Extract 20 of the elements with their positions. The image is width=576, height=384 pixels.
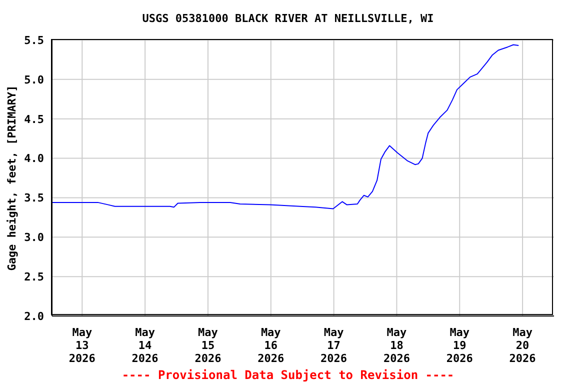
text: ---- Provisional Data Subject to Revision ---- (120, 368, 456, 382)
line-series (52, 44, 520, 210)
x-tick-label: May 20 2026 (509, 326, 536, 365)
x-tick-label: May 13 2026 (68, 326, 96, 365)
y-tick-label: 2.5 (24, 270, 44, 284)
x-tick-label: May 15 2026 (194, 326, 222, 365)
y-axis-title: Gage height, feet, [PRIMARY] (6, 85, 18, 271)
chart-title: USGS 05381000 BLACK RIVER AT NEILLSVILLE, WI (141, 12, 435, 25)
x-tick-label: May 18 2026 (383, 326, 410, 365)
y-tick-label: 3.5 (24, 192, 44, 205)
y-tick-label: 5.0 (24, 73, 44, 86)
y-tick-label: 3.0 (24, 231, 44, 244)
x-tick-label: May 19 2026 (446, 326, 474, 365)
y-tick-label: 5.5 (24, 34, 44, 47)
x-tick-label: May 16 2026 (258, 326, 285, 365)
x-tick-label: May 17 2026 (320, 326, 348, 365)
y-tick-label: 2.0 (24, 310, 44, 323)
x-tick-label: May 14 2026 (132, 326, 159, 365)
y-tick-label: 4.0 (24, 152, 44, 166)
y-tick-label: 4.5 (24, 112, 44, 126)
